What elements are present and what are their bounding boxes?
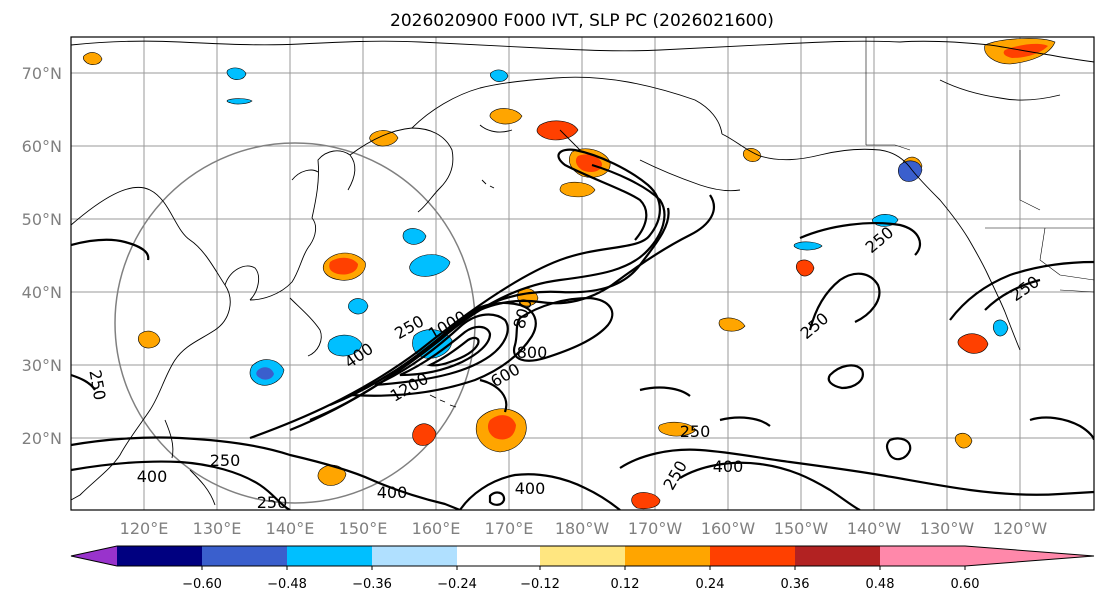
lat-label: 50°N [22, 210, 62, 229]
colorbar-bin [117, 546, 202, 566]
colorbar-bin [457, 546, 540, 566]
colorbar-bin [625, 546, 710, 566]
colorbar: −0.60 −0.48 −0.36 −0.24 −0.12 0.12 0.24 … [70, 545, 1095, 592]
lon-label: 130°W [920, 519, 975, 538]
colorbar-tick-label: −0.24 [437, 577, 477, 592]
lat-label: 70°N [22, 64, 62, 83]
lon-label: 180°W [555, 519, 610, 538]
lon-label: 160°E [412, 519, 461, 538]
contour-label: 250 [257, 493, 288, 512]
colorbar-tick-label: 0.48 [866, 577, 895, 592]
lat-label: 40°N [22, 283, 62, 302]
borders [865, 37, 1094, 293]
lon-label: 150°W [774, 519, 829, 538]
colorbar-tick-label: −0.36 [352, 577, 392, 592]
colorbar-bin [372, 546, 457, 566]
coastlines [71, 40, 1094, 506]
lat-label: 20°N [22, 429, 62, 448]
lat-label: 60°N [22, 137, 62, 156]
colorbar-tick-label: 0.12 [611, 577, 640, 592]
colorbar-tick-label: 0.60 [951, 577, 980, 592]
contour-label: 400 [515, 479, 546, 498]
colorbar-bin [540, 546, 625, 566]
lon-label: 160°W [701, 519, 756, 538]
map-panel: 250 400 250 400 1000 1200 600 800 400 80… [70, 36, 1095, 512]
colorbar-extend-high [965, 546, 1094, 566]
longitude-labels: 120°E 130°E 140°E 150°E 160°E 170°E 180°… [120, 519, 1048, 538]
contour-label: 400 [377, 483, 408, 502]
contour-label: 250 [210, 451, 241, 470]
lat-label: 30°N [22, 356, 62, 375]
colorbar-bin [880, 546, 965, 566]
colorbar-extend-low [71, 546, 117, 566]
lon-label: 120°W [993, 519, 1048, 538]
contour-label: 400 [137, 467, 168, 486]
lon-label: 130°E [193, 519, 242, 538]
region-circle [114, 142, 476, 504]
map-frame [70, 36, 1095, 511]
colorbar-tick-label: −0.48 [267, 577, 307, 592]
colorbar-bin [202, 546, 287, 566]
contour-label: 250 [680, 422, 711, 441]
colorbar-tick-label: 0.24 [696, 577, 725, 592]
latitude-labels: 70°N 60°N 50°N 40°N 30°N 20°N [22, 64, 62, 448]
shaded-anomalies [82, 38, 1056, 510]
colorbar-tick-label: −0.12 [520, 577, 560, 592]
map-title: 2026020900 F000 IVT, SLP PC (2026021600) [390, 11, 774, 31]
lon-label: 140°E [266, 519, 315, 538]
lon-label: 170°E [485, 519, 534, 538]
contour-label: 400 [713, 457, 744, 476]
contour-label: 800 [517, 343, 548, 362]
colorbar-tick-label: −0.60 [182, 577, 222, 592]
colorbar-outline [70, 545, 1095, 567]
lon-label: 150°E [339, 519, 388, 538]
colorbar-bin [287, 546, 372, 566]
lon-label: 140°W [847, 519, 902, 538]
colorbar-tick-label: 0.36 [781, 577, 810, 592]
lon-label: 120°E [120, 519, 169, 538]
colorbar-bin [710, 546, 795, 566]
lon-label: 170°W [628, 519, 683, 538]
colorbar-bin [795, 546, 880, 566]
ivt-contours [71, 148, 1094, 510]
